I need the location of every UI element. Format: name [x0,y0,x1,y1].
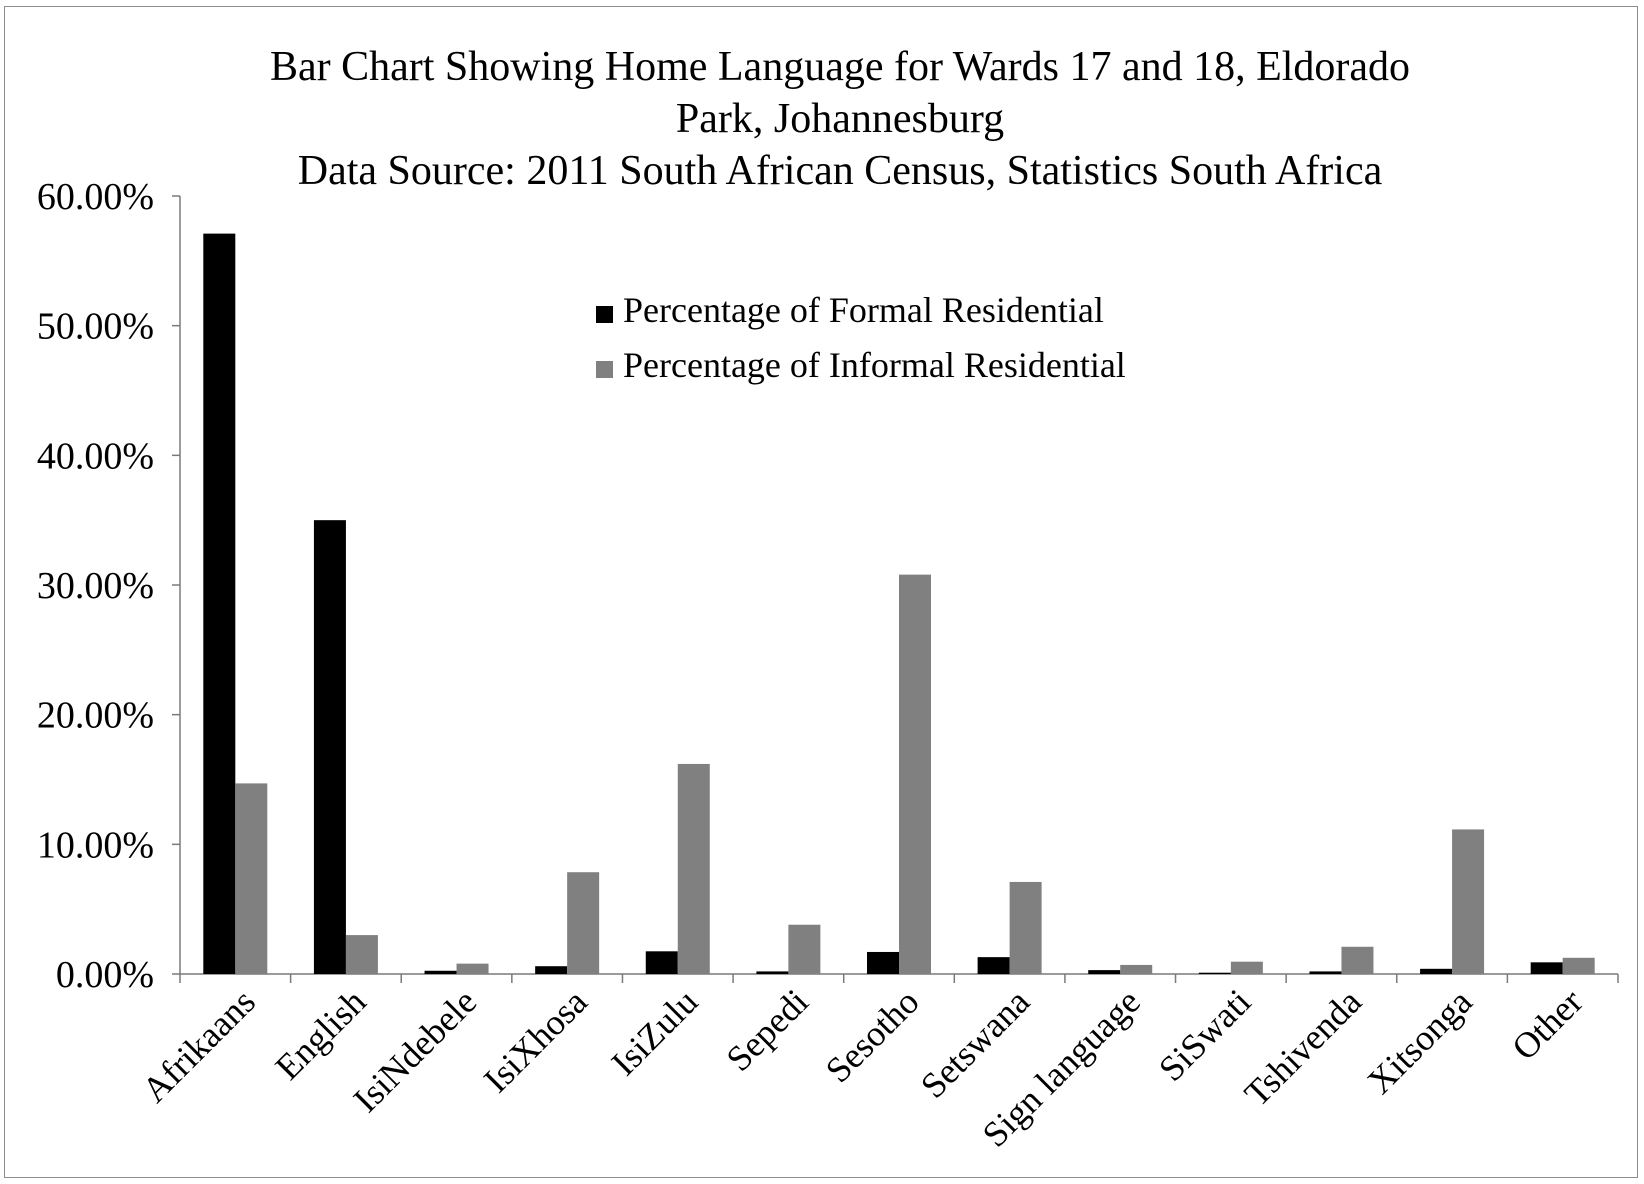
bar-informal [1341,946,1374,974]
x-tick-label: Tshivenda [1237,981,1370,1114]
y-tick-label: 30.00% [37,565,154,607]
bar-informal [899,574,931,974]
bar-formal [1198,972,1231,974]
bar-formal [867,951,899,974]
x-tick-label: Sesotho [818,981,927,1090]
chart-title-line-1: Bar Chart Showing Home Language for Ward… [270,44,1410,90]
x-tick-label: IsiXhosa [476,981,595,1100]
bar-formal [203,233,236,974]
bar-informal [1120,964,1153,974]
y-tick-label: 60.00% [37,176,154,218]
bar-informal [345,935,378,974]
y-tick-label: 0.00% [56,954,154,996]
y-tick-label: 40.00% [37,435,154,477]
bar-informal [567,872,600,974]
x-tick-label: English [268,981,374,1087]
bar-formal [313,520,346,974]
y-tick-label: 20.00% [37,695,154,737]
legend-label: Percentage of Informal Residential [623,345,1126,385]
chart-frame [4,6,1638,1178]
bar-informal [456,963,489,974]
bar-informal [1009,881,1042,974]
chart-title: Bar Chart Showing Home Language for Ward… [270,44,1410,194]
bar-formal [1530,962,1563,974]
x-tick-label: IsiNdebele [346,981,485,1120]
bar-informal [1562,957,1595,974]
bar-formal [1088,970,1121,974]
chart-title-line-2: Park, Johannesburg [676,96,1004,142]
bar-informal [677,763,710,974]
x-tick-label: Afrikaans [134,981,263,1110]
bar-formal [645,951,678,974]
bar-formal [977,957,1010,974]
bar-formal [1420,968,1453,974]
x-tick-label: Sepedi [718,981,816,1079]
x-tick-label: IsiZulu [604,981,706,1083]
bar-formal [424,970,457,974]
y-tick-label: 10.00% [37,824,154,866]
legend-swatch [596,306,613,323]
bar-formal [756,971,789,974]
legend-swatch [596,361,613,378]
x-tick-label: Other [1504,981,1590,1067]
legend-label: Percentage of Formal Residential [623,290,1104,330]
chart-title-line-3: Data Source: 2011 South African Census, … [298,148,1383,194]
bar-informal [235,783,268,974]
x-tick-label: Xitsonga [1360,981,1480,1101]
legend: Percentage of Formal Residential Percenta… [596,290,1126,385]
bar-informal [1452,829,1485,974]
y-tick-label: 50.00% [37,306,154,348]
bar-formal [1309,971,1342,974]
bar-informal [788,924,821,974]
x-tick-label: SiSwati [1151,981,1259,1089]
bars [203,233,1595,974]
bar-informal [1230,961,1263,974]
bar-formal [535,966,568,974]
